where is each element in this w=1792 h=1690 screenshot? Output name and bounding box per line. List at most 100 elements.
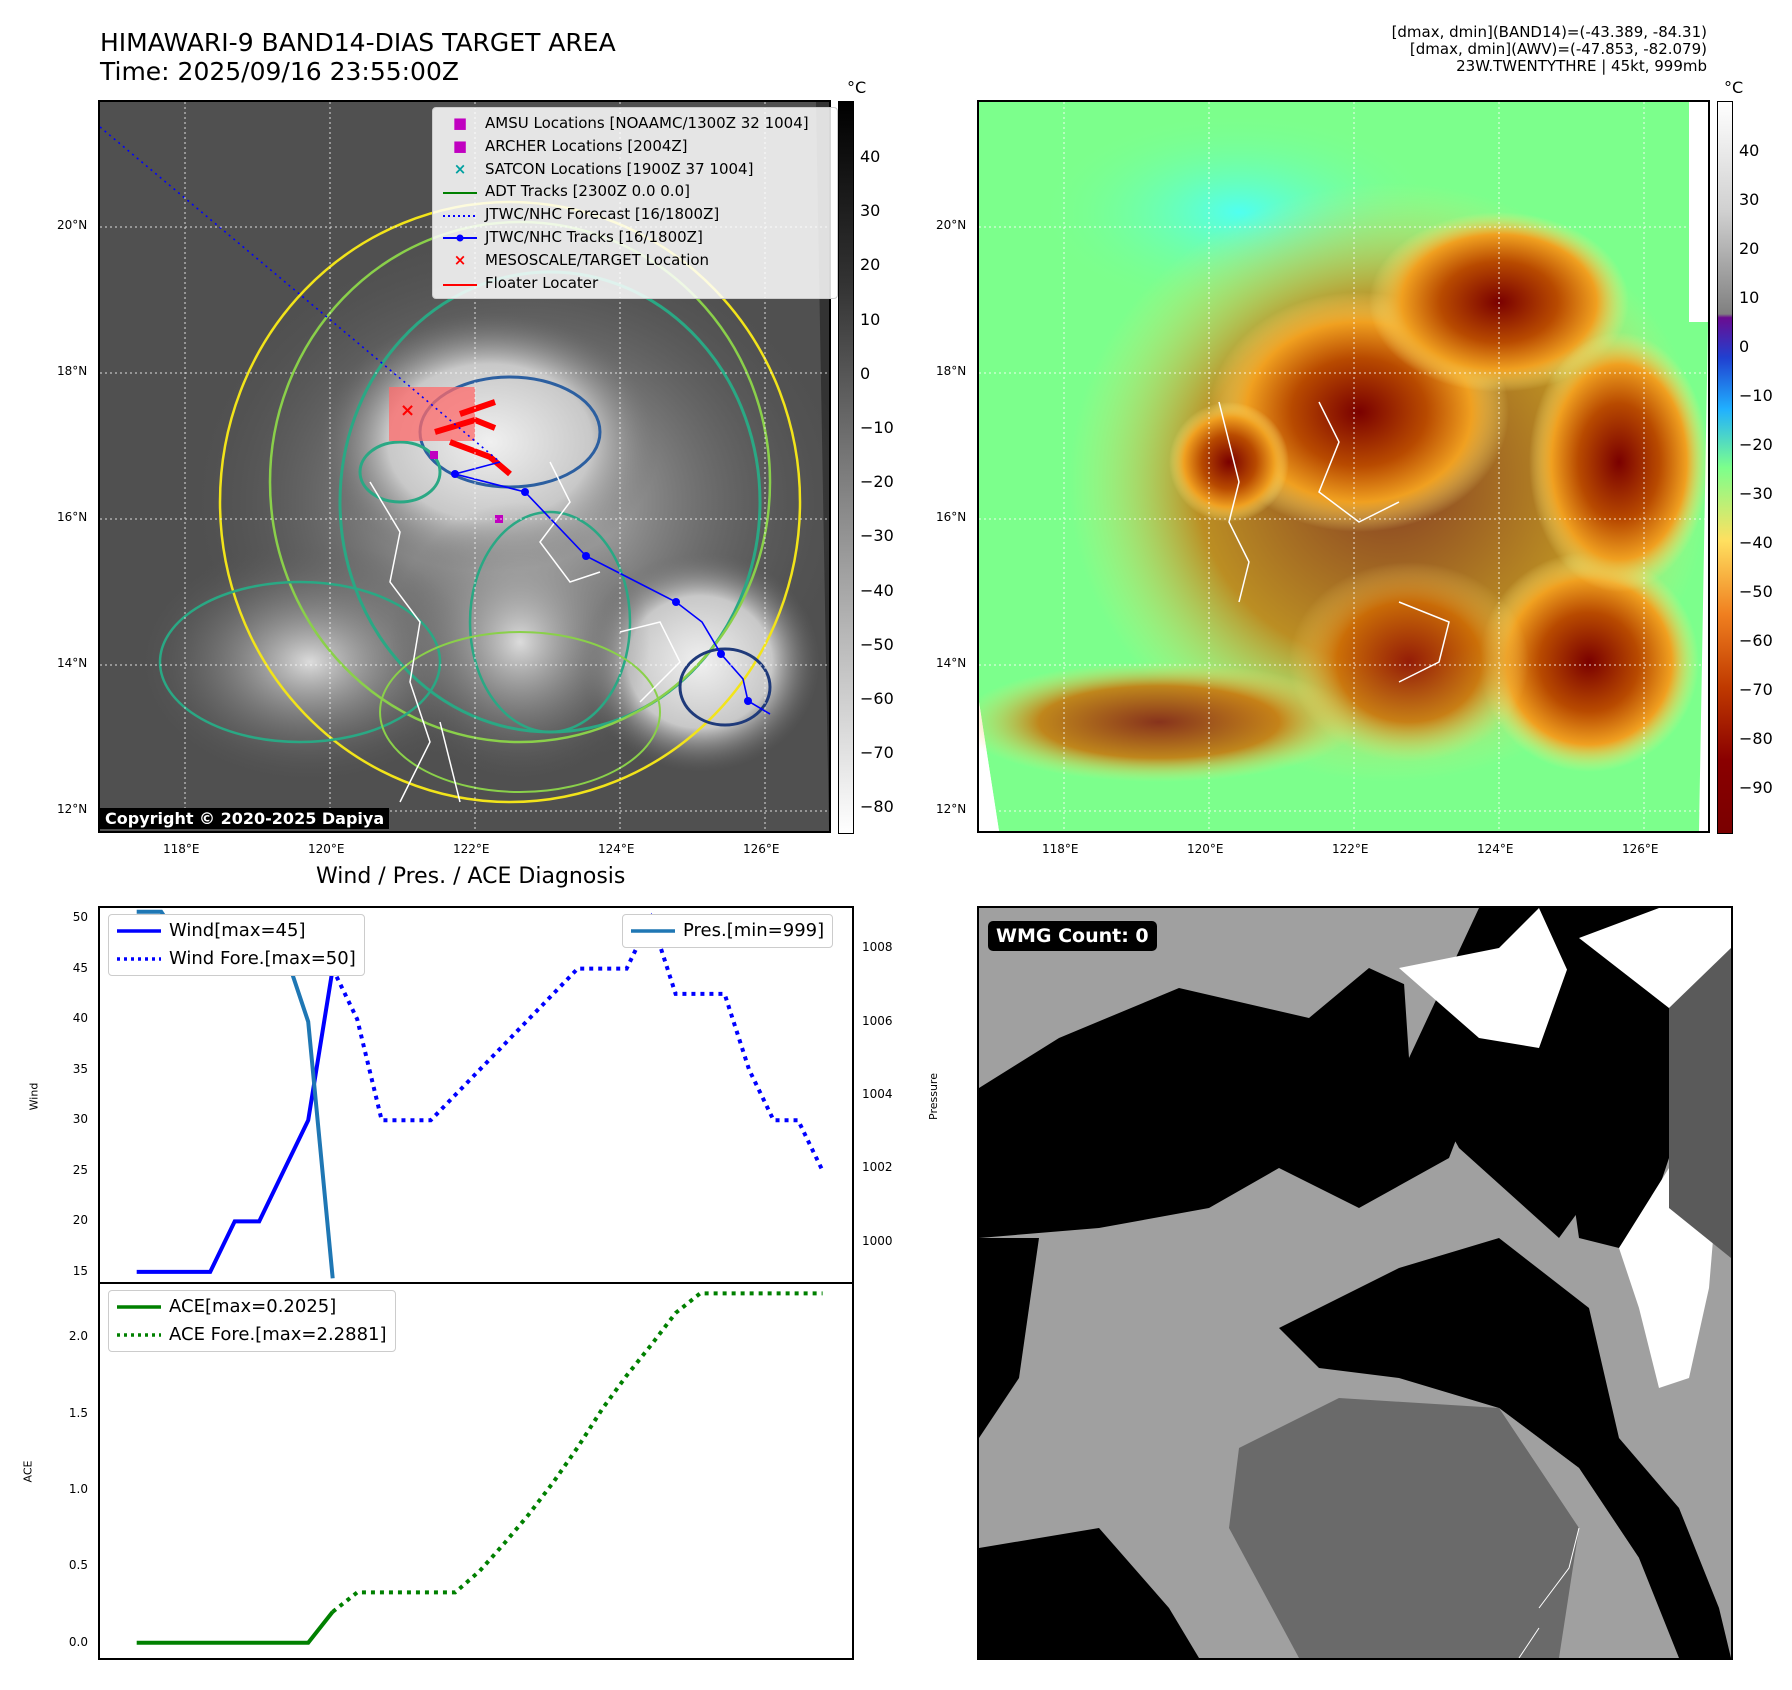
diag-title: Wind / Pres. / ACE Diagnosis [316, 864, 626, 889]
legend-archer: ■ ARCHER Locations [2004Z] [443, 135, 827, 158]
wind-tick-label: 15 [72, 1263, 88, 1278]
x-marker-icon: × [453, 159, 467, 178]
lon-label: 126°E [743, 842, 780, 856]
colorbar-tick-label: −70 [860, 743, 894, 763]
wmg-panel [977, 906, 1733, 1660]
svg-text:×: × [400, 400, 415, 421]
colorbar-tick-label: −30 [1739, 484, 1773, 503]
lat-label: 20°N [936, 218, 967, 232]
pressure-tick-label: 1006 [862, 1013, 893, 1028]
colorbar-tick-label: −70 [1739, 680, 1773, 699]
ace-tick-label: 1.0 [68, 1482, 88, 1497]
chart-title-line1: HIMAWARI-9 BAND14-DIAS TARGET AREA [100, 28, 616, 57]
colorbar-tick-label: −40 [1739, 533, 1773, 552]
legend-satcon: × SATCON Locations [1900Z 37 1004] [443, 158, 827, 181]
lon-label: 124°E [598, 842, 635, 856]
colorbar-tick-label: −30 [860, 526, 894, 546]
legend-ace: ACE[max=0.2025] [117, 1293, 387, 1321]
legend-ace-fore: ACE Fore.[max=2.2881] [117, 1321, 387, 1349]
info-line1: [dmax, dmin](BAND14)=(-43.389, -84.31) [1391, 23, 1707, 41]
colorbar-tick-label: 20 [1739, 239, 1760, 258]
square-marker-icon: ■ [452, 114, 468, 132]
wind-tick-label: 40 [72, 1011, 88, 1026]
colorbar-tick-label: 20 [860, 255, 881, 275]
legend-adt: ADT Tracks [2300Z 0.0 0.0] [443, 180, 827, 203]
legend-floater: Floater Locater [443, 272, 827, 295]
pressure-legend: Pres.[min=999] [622, 914, 834, 948]
ace-forecast-series-line [331, 1291, 823, 1614]
colorbar-tick-label: −40 [860, 580, 894, 600]
colorbar-tick-label: 30 [1739, 190, 1760, 209]
awv-map [979, 102, 1708, 831]
lat-label: 16°N [936, 510, 967, 524]
colorbar-tick-label: 40 [1739, 141, 1760, 160]
wind-tick-label: 30 [72, 1112, 88, 1127]
info-line2: [dmax, dmin](AWV)=(-47.853, -82.079) [1409, 40, 1707, 58]
pressure-tick-label: 1002 [862, 1160, 893, 1175]
line-icon [443, 272, 477, 295]
legend-jtwc-tracks: JTWC/NHC Tracks [16/1800Z] [443, 226, 827, 249]
line-icon [117, 929, 161, 933]
colorbar-tick-label: 30 [860, 201, 881, 221]
ace-tick-label: 0.5 [68, 1558, 88, 1573]
ace-chart [136, 1291, 823, 1645]
ace-ylabel: ACE [21, 1460, 35, 1483]
copyright-label: Copyright © 2020-2025 Dapiya [100, 808, 390, 829]
lon-label: 126°E [1622, 842, 1659, 856]
pressure-ylabel: Pressure [926, 1073, 940, 1120]
lon-label: 118°E [1042, 842, 1079, 856]
map-legend: ■ AMSU Locations [NOAAMC/1300Z 32 1004] ■… [432, 107, 838, 300]
chart-title-line2: Time: 2025/09/16 23:55:00Z [100, 57, 459, 86]
colorbar-tick-label: −60 [1739, 631, 1773, 650]
ace-tick-label: 0.0 [68, 1634, 88, 1649]
lat-label: 12°N [57, 802, 88, 816]
colorbar-tick-label: −20 [1739, 435, 1773, 454]
wind-tick-label: 35 [72, 1061, 88, 1076]
dotted-line-icon [117, 1333, 161, 1337]
lat-label: 16°N [57, 510, 88, 524]
lat-label: 18°N [57, 364, 88, 378]
colorbar-tick-label: −50 [1739, 582, 1773, 601]
lat-label: 18°N [936, 364, 967, 378]
lat-label: 14°N [936, 656, 967, 670]
line-icon [443, 180, 477, 203]
lat-label: 14°N [57, 656, 88, 670]
colorbar-right [1717, 101, 1733, 834]
info-block: [dmax, dmin](BAND14)=(-43.389, -84.31) [… [1392, 24, 1707, 75]
wind-legend: Wind[max=45] Wind Fore.[max=50] [108, 914, 365, 976]
wind-ylabel: Wind [27, 1082, 41, 1111]
lat-label: 20°N [57, 218, 88, 232]
wind-series-line [136, 968, 335, 1274]
line-dot-icon [443, 226, 477, 249]
dotted-line-icon [117, 957, 161, 961]
colorbar-right-unit: °C [1724, 78, 1744, 97]
colorbar-tick-label: 0 [1739, 337, 1750, 356]
wind-forecast-series-line [330, 912, 825, 1172]
colorbar-tick-label: −90 [1739, 778, 1773, 797]
dotted-line-icon [443, 203, 477, 226]
wmg-count-badge: WMG Count: 0 [988, 921, 1157, 951]
info-line3: 23W.TWENTYTHRE | 45kt, 999mb [1456, 57, 1707, 75]
colorbar-tick-label: 10 [1739, 288, 1760, 307]
colorbar-tick-label: −50 [860, 634, 894, 654]
colorbar-tick-label: 0 [860, 363, 871, 383]
ace-tick-label: 2.0 [68, 1329, 88, 1344]
colorbar-tick-label: −20 [860, 472, 894, 492]
legend-amsu: ■ AMSU Locations [NOAAMC/1300Z 32 1004] [443, 112, 827, 135]
lon-label: 118°E [163, 842, 200, 856]
legend-wind-fore: Wind Fore.[max=50] [117, 945, 356, 973]
colorbar-tick-label: 10 [860, 309, 881, 329]
wind-tick-label: 50 [72, 910, 88, 925]
wmg-map [979, 908, 1731, 1658]
wind-tick-label: 45 [72, 960, 88, 975]
colorbar-left [838, 101, 854, 834]
lon-label: 120°E [1187, 842, 1224, 856]
legend-pres: Pres.[min=999] [631, 917, 824, 945]
line-icon [117, 1305, 161, 1309]
colorbar-tick-label: −80 [1739, 729, 1773, 748]
lon-label: 124°E [1477, 842, 1514, 856]
awv-map-panel [977, 100, 1710, 833]
colorbar-tick-label: −80 [860, 797, 894, 817]
x-marker-icon: × [453, 250, 467, 269]
pressure-tick-label: 1000 [862, 1233, 893, 1248]
